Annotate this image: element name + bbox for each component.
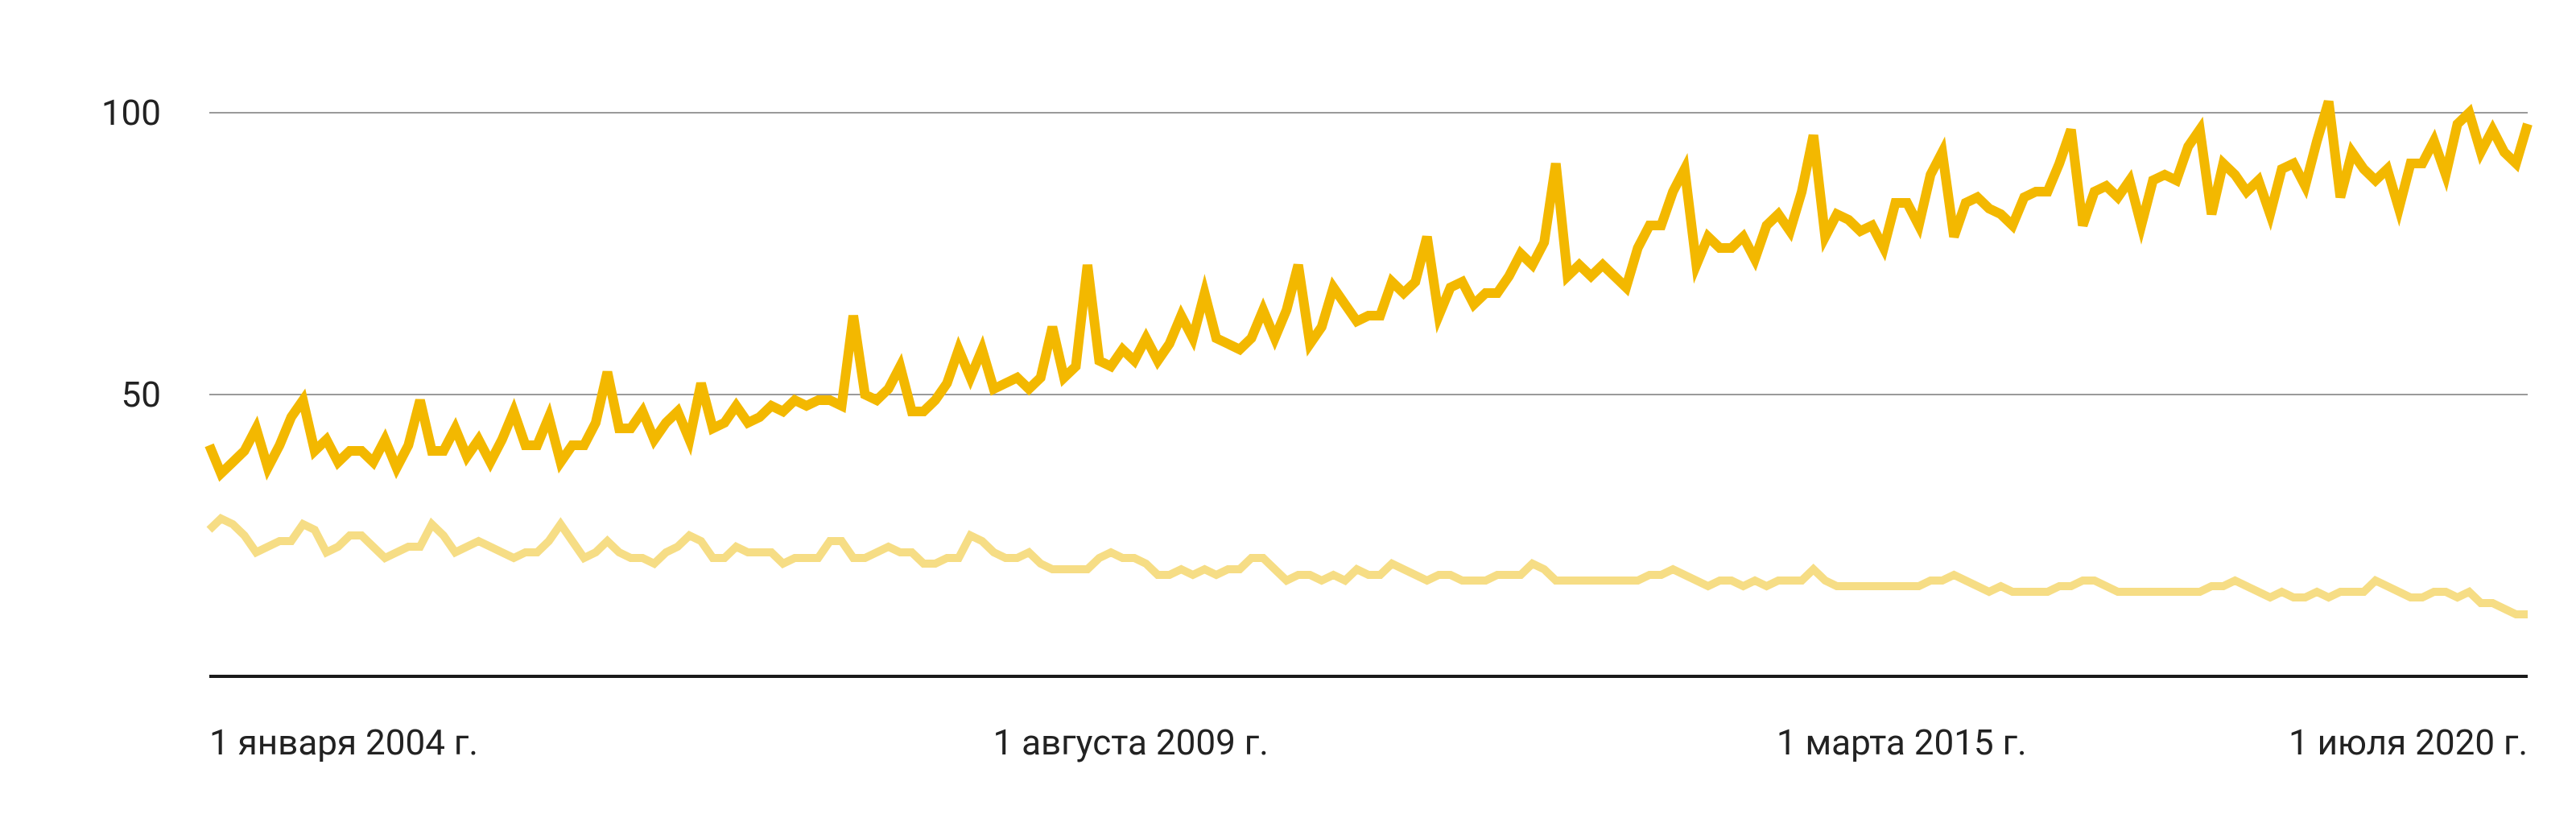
series-line-series_b: [209, 519, 2528, 614]
series-line-series_a: [209, 101, 2528, 473]
x-tick-label: 1 июля 2020 г.: [2289, 721, 2528, 763]
y-tick-label: 100: [101, 92, 161, 134]
x-tick-label: 1 августа 2009 г.: [993, 721, 1268, 763]
chart-svg: [0, 0, 2576, 839]
trends-line-chart: 50 100 1 января 2004 г. 1 августа 2009 г. 1 …: [0, 0, 2576, 839]
x-tick-label: 1 января 2004 г.: [209, 721, 478, 763]
y-tick-label: 50: [122, 374, 161, 415]
x-tick-label: 1 марта 2015 г.: [1777, 721, 2027, 763]
